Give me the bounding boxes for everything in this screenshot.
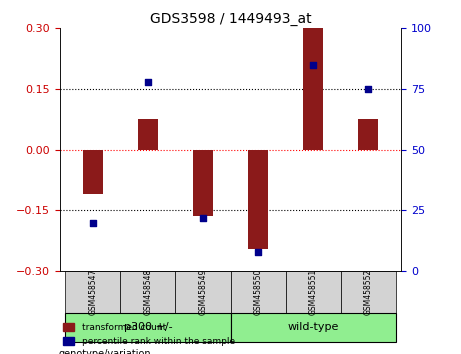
FancyBboxPatch shape xyxy=(230,271,285,313)
FancyBboxPatch shape xyxy=(65,271,120,313)
FancyBboxPatch shape xyxy=(65,313,230,342)
Text: GSM458552: GSM458552 xyxy=(364,269,372,315)
Bar xyxy=(83,150,103,194)
FancyBboxPatch shape xyxy=(176,271,230,313)
Text: GSM458549: GSM458549 xyxy=(199,269,207,315)
Point xyxy=(254,249,262,255)
FancyBboxPatch shape xyxy=(120,271,176,313)
Text: genotype/variation: genotype/variation xyxy=(59,349,152,354)
Text: p300 +/-: p300 +/- xyxy=(124,322,172,332)
Legend: transformed count, percentile rank within the sample: transformed count, percentile rank withi… xyxy=(60,320,238,349)
Text: GSM458551: GSM458551 xyxy=(308,269,318,315)
Bar xyxy=(138,119,158,150)
Bar xyxy=(248,150,268,249)
FancyBboxPatch shape xyxy=(285,271,341,313)
FancyBboxPatch shape xyxy=(341,271,396,313)
Text: GSM458550: GSM458550 xyxy=(254,269,262,315)
Text: GSM458548: GSM458548 xyxy=(143,269,153,315)
Point xyxy=(89,220,97,225)
Point xyxy=(199,215,207,221)
FancyBboxPatch shape xyxy=(230,313,396,342)
Bar xyxy=(193,150,213,216)
Point xyxy=(364,86,372,92)
Bar xyxy=(359,119,378,150)
Point xyxy=(309,62,317,68)
Bar xyxy=(303,26,323,150)
Text: wild-type: wild-type xyxy=(287,322,339,332)
Point xyxy=(144,79,152,85)
Title: GDS3598 / 1449493_at: GDS3598 / 1449493_at xyxy=(150,12,311,26)
Text: GSM458547: GSM458547 xyxy=(89,269,97,315)
